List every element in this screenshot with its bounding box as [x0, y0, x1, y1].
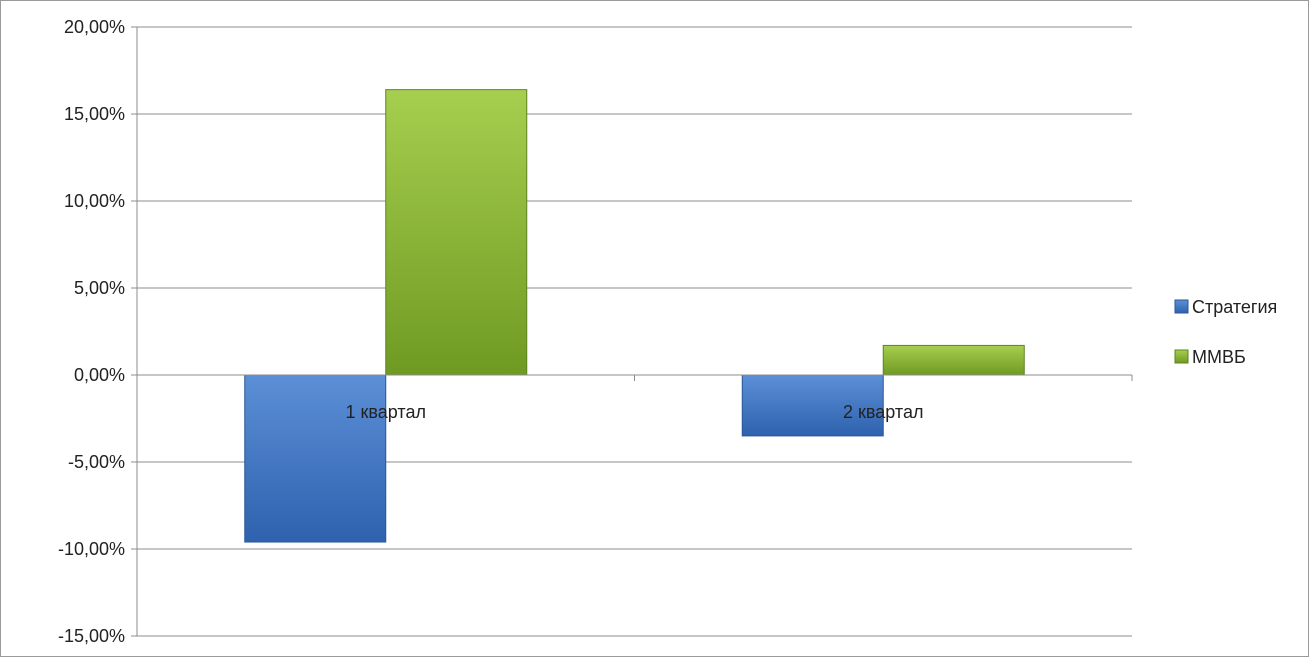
legend-label: Стратегия: [1192, 297, 1277, 317]
y-tick-label: 15,00%: [64, 104, 125, 124]
labels: 20,00% 15,00% 10,00% 5,00% 0,00% -5,00% -10,00…: [58, 17, 924, 646]
bar-strategy-2: [741, 374, 884, 437]
y-tick-label: -5,00%: [68, 452, 125, 472]
axes: [131, 26, 1133, 637]
y-tick-label: 0,00%: [74, 365, 125, 385]
legend-swatch: [1174, 349, 1189, 364]
y-tick-label: -15,00%: [58, 626, 125, 646]
y-tick-label: -10,00%: [58, 539, 125, 559]
bar-strategy-1: [244, 374, 387, 543]
y-tick-label: 5,00%: [74, 278, 125, 298]
legend-swatch: [1174, 299, 1189, 314]
bar-micex-2: [882, 344, 1025, 376]
gridlines: [137, 26, 1132, 637]
legend: Стратегия ММВБ: [1174, 297, 1277, 367]
bar-micex-1: [385, 89, 528, 376]
x-tick-label: 2 квартал: [843, 402, 923, 422]
y-tick-label: 20,00%: [64, 17, 125, 37]
x-tick-label: 1 квартал: [346, 402, 426, 422]
legend-label: ММВБ: [1192, 347, 1246, 367]
y-tick-label: 10,00%: [64, 191, 125, 211]
bars: [244, 89, 1025, 543]
